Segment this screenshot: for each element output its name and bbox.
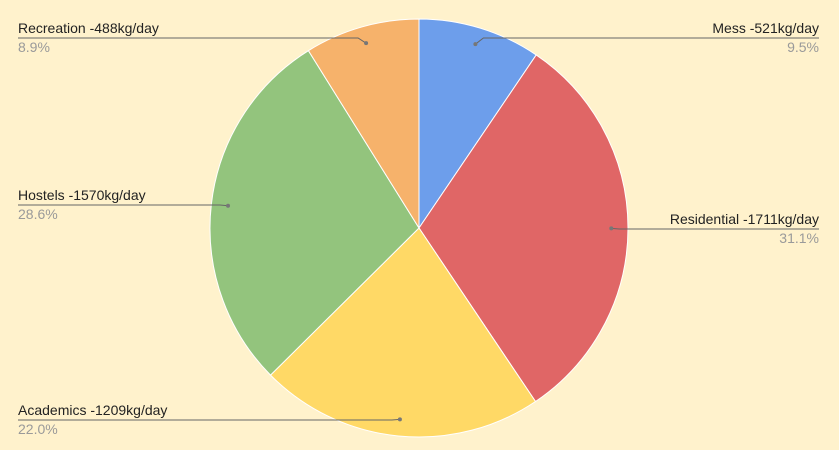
pie-slice[interactable] (418, 54, 629, 403)
leader-dot (473, 42, 478, 47)
leader-dot (364, 41, 369, 46)
leader-line (18, 37, 367, 44)
slice-percent: 22.0% (18, 421, 58, 437)
leader-line (611, 227, 819, 230)
slice-label: Mess -521kg/day (712, 20, 819, 36)
slice-percent: 31.1% (779, 230, 819, 246)
leader-dot (609, 226, 614, 231)
pie-slice[interactable] (418, 18, 537, 230)
leader-dot (397, 417, 402, 422)
slice-percent: 8.9% (18, 39, 50, 55)
slice-label: Hostels -1570kg/day (18, 187, 146, 203)
slice-percent: 28.6% (18, 206, 58, 222)
pie-slice[interactable] (269, 227, 537, 438)
slice-label: Academics -1209kg/day (18, 402, 167, 418)
leader-dot (226, 203, 231, 208)
slice-percent: 9.5% (787, 39, 819, 55)
leader-line (18, 204, 229, 207)
pie-slice[interactable] (209, 49, 420, 376)
slice-label: Residential -1711kg/day (670, 211, 819, 227)
leader-line (475, 37, 819, 45)
pie-slice[interactable] (307, 18, 420, 230)
leader-line (18, 418, 400, 421)
slice-label: Recreation -488kg/day (18, 20, 159, 36)
